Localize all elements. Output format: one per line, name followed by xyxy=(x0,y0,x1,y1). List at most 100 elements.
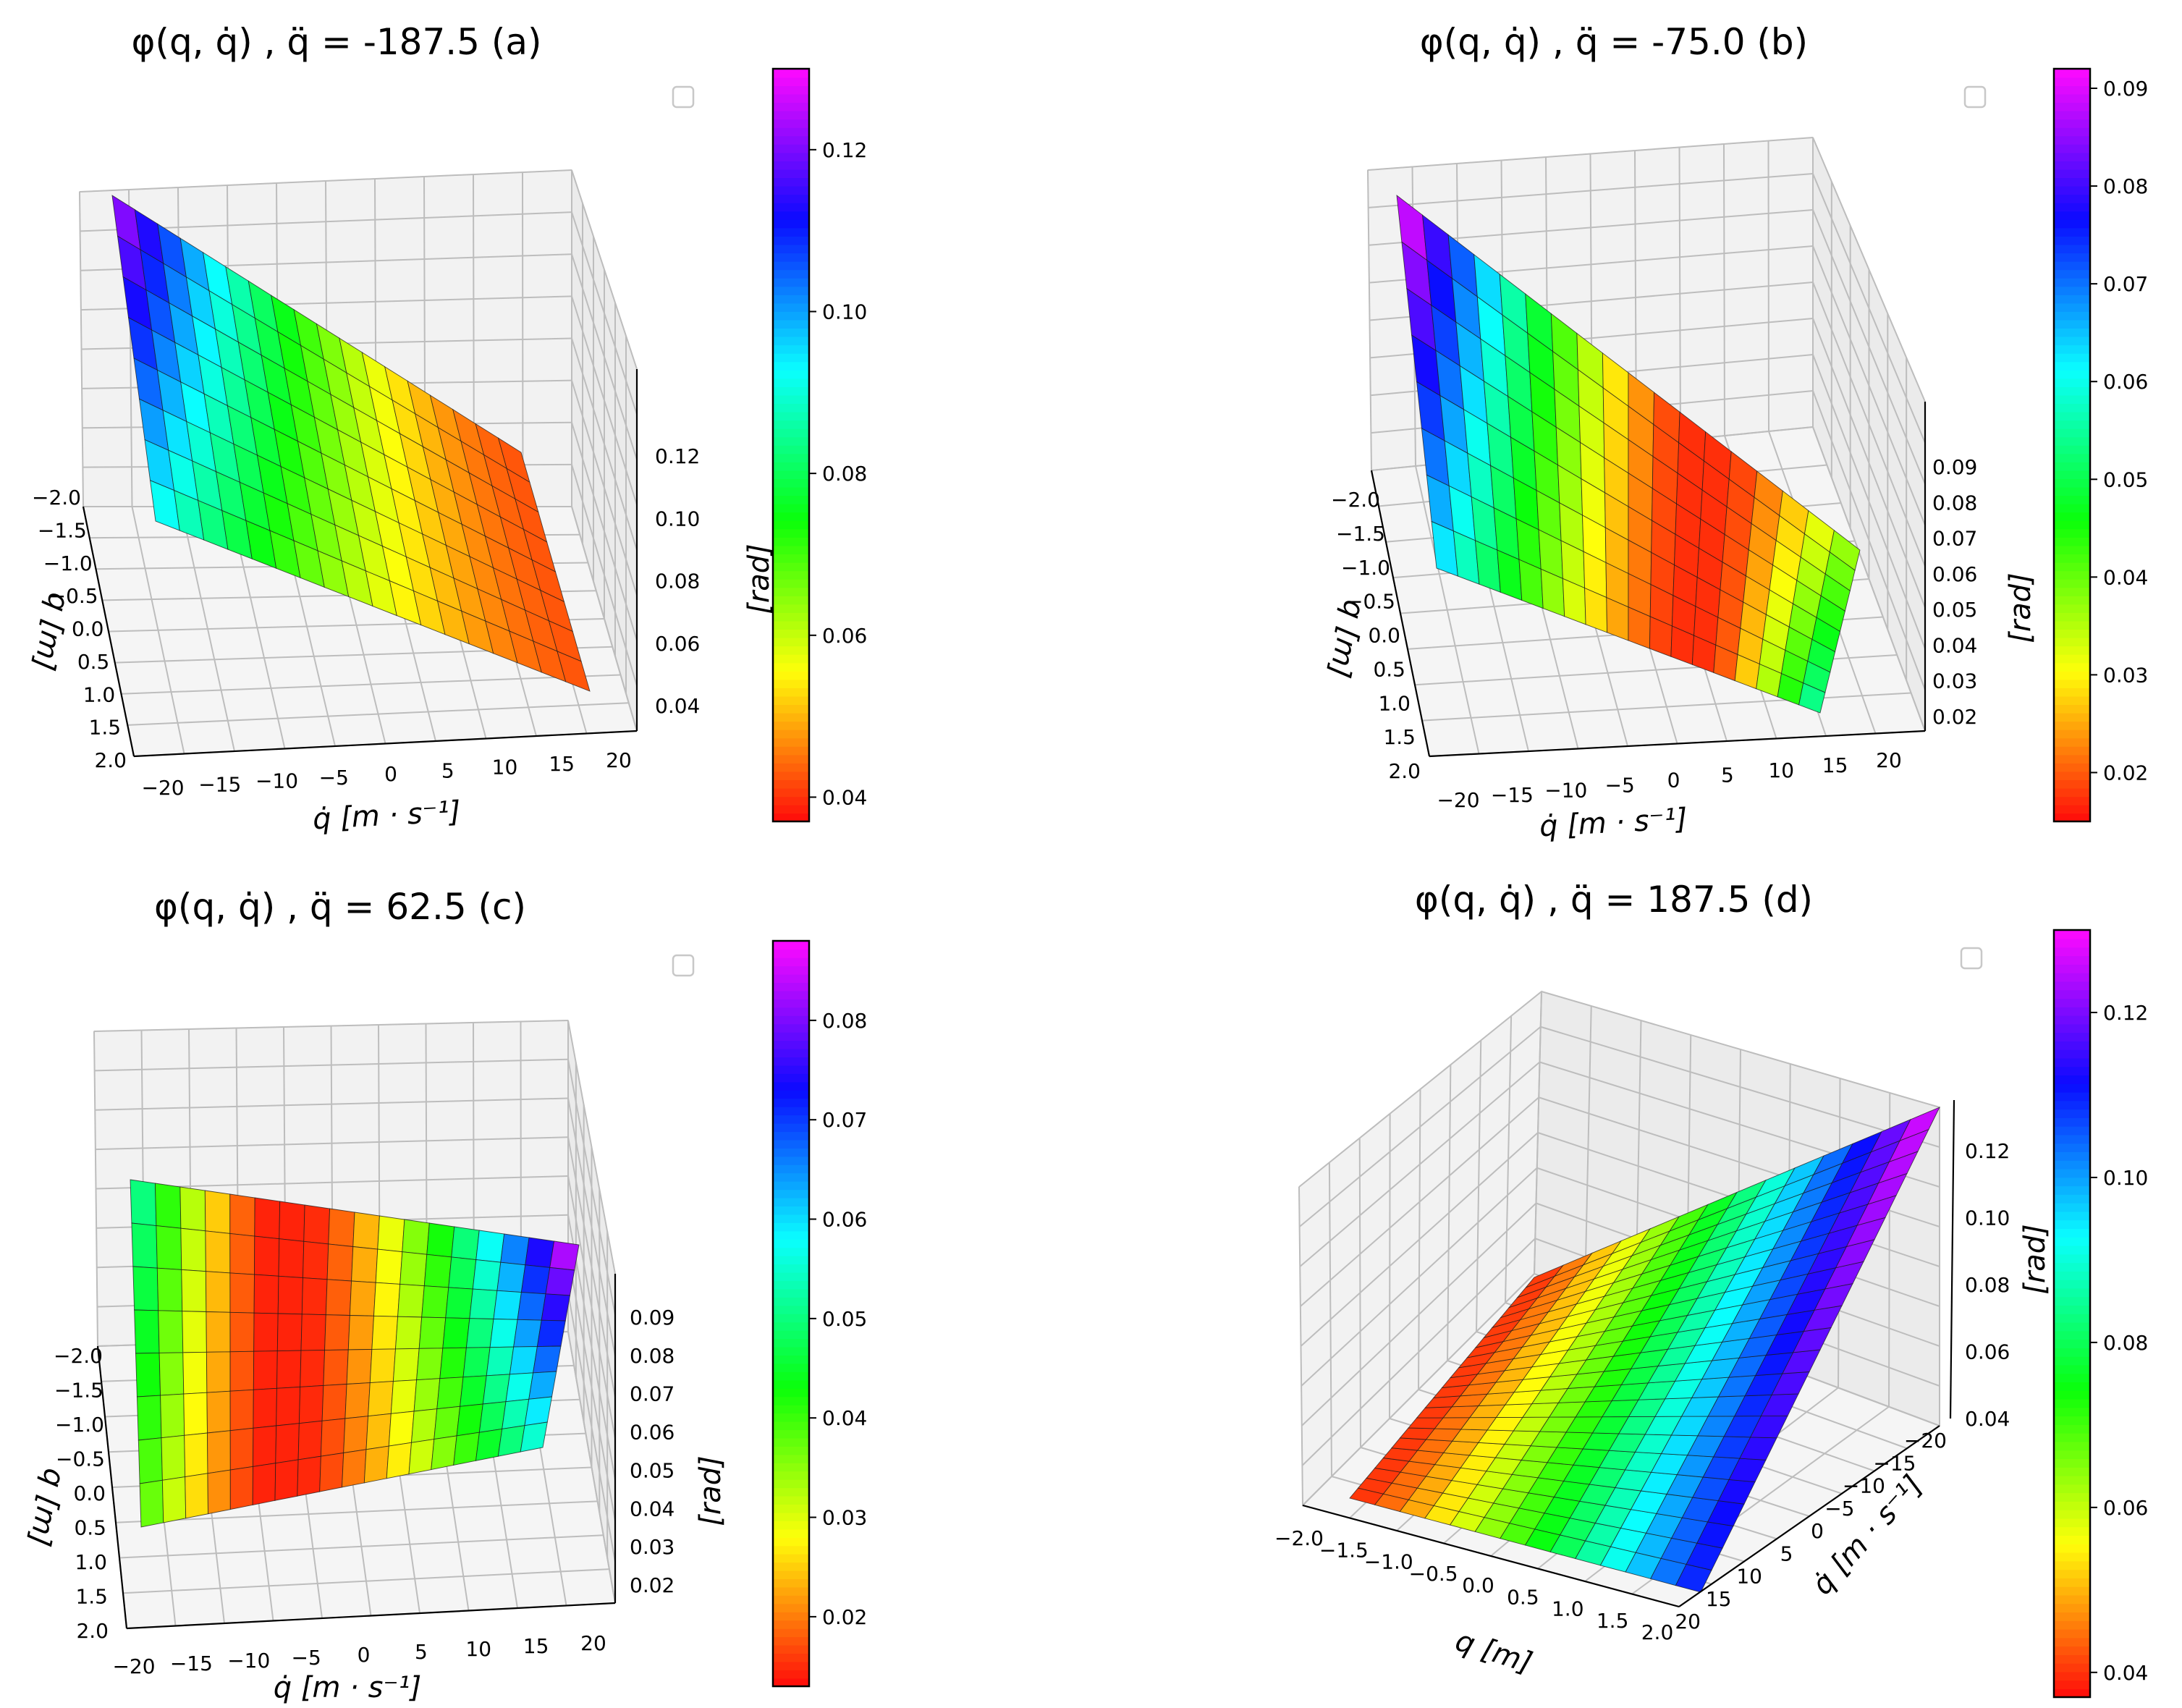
surface-patch xyxy=(423,1253,452,1288)
surface-patch xyxy=(411,1408,438,1443)
y-tick-label: 2.0 xyxy=(94,748,127,772)
colorbar-segment xyxy=(2054,1271,2090,1280)
colorbar-segment xyxy=(2054,403,2090,413)
colorbar-segment xyxy=(2054,1356,2090,1366)
surface-patch xyxy=(346,1348,373,1384)
colorbar-segment xyxy=(2054,537,2090,546)
colorbar-segment xyxy=(773,462,809,471)
x-axis-label: q [m] xyxy=(1451,1624,1536,1680)
colorbar-segment xyxy=(2054,1194,2090,1204)
colorbar-segment xyxy=(2054,1109,2090,1118)
surface-patch xyxy=(301,1277,328,1316)
colorbar-segment xyxy=(2054,286,2090,295)
x-tick-label: −20 xyxy=(1437,788,1479,812)
x-tick-label: 20 xyxy=(1876,748,1902,772)
surface-patch xyxy=(536,1319,566,1348)
surface-patch xyxy=(369,1348,396,1384)
colorbar-frame xyxy=(771,67,811,823)
colorbar-segment xyxy=(2054,779,2090,789)
colorbar-segment xyxy=(2054,1253,2090,1264)
z-tick-label: 0.06 xyxy=(1965,1340,2010,1364)
surface-patch xyxy=(276,1350,302,1389)
colorbar-segment xyxy=(773,1230,809,1240)
z-tick-label: 0.03 xyxy=(1932,669,1977,693)
surface-patch xyxy=(528,1371,557,1400)
z-tick-label: 0.09 xyxy=(1932,455,1977,479)
colorbar-segment xyxy=(773,754,809,764)
x-tick-label: 10 xyxy=(465,1637,491,1661)
y-tick-label: −2.0 xyxy=(54,1344,103,1368)
colorbar-segment xyxy=(773,1612,809,1621)
colorbar-segment xyxy=(2054,85,2090,95)
colorbar-segment xyxy=(773,478,809,488)
colorbar-segment xyxy=(2054,964,2090,973)
surface-patch xyxy=(541,1293,571,1322)
colorbar-segment xyxy=(773,286,809,295)
surface-patch xyxy=(549,1240,580,1271)
x-axis-label: q̇ [m · s⁻¹] xyxy=(274,1671,421,1704)
colorbar-segment xyxy=(773,771,809,781)
colorbar-segment xyxy=(773,253,809,262)
colorbar-segment xyxy=(2054,1467,2090,1476)
surface-patch xyxy=(277,1275,303,1315)
colorbar-segment xyxy=(773,1073,809,1083)
surface-patch xyxy=(276,1313,303,1352)
y-tick-label: −5 xyxy=(1824,1497,1854,1521)
colorbar-segment xyxy=(2054,646,2090,655)
colorbar-segment xyxy=(2054,1492,2090,1502)
colorbar-segment xyxy=(773,295,809,304)
y-tick-label: −2.0 xyxy=(32,486,81,510)
colorbar-segment xyxy=(2054,1237,2090,1246)
colorbar-segment xyxy=(773,1189,809,1198)
colorbar-segment xyxy=(773,152,809,161)
colorbar-tick-label: 0.06 xyxy=(822,624,867,648)
surface-patch xyxy=(274,1459,299,1501)
colorbar-segment xyxy=(2054,1416,2090,1425)
colorbar-segment xyxy=(2054,771,2090,781)
surface-patch xyxy=(207,1469,231,1515)
surface-patch xyxy=(436,1377,464,1410)
colorbar-segment xyxy=(773,336,809,346)
y-tick-label: 1.5 xyxy=(89,716,122,740)
colorbar-segment xyxy=(773,1239,809,1248)
colorbar-segment xyxy=(773,679,809,688)
colorbar-segment xyxy=(773,386,809,396)
x-tick-label: 15 xyxy=(549,752,575,776)
z-tick-label: 0.05 xyxy=(630,1458,675,1482)
colorbar-segment xyxy=(2054,763,2090,772)
colorbar-segment xyxy=(2054,152,2090,161)
colorbar-tick-label: 0.04 xyxy=(2103,565,2148,589)
surface-patch xyxy=(426,1222,455,1258)
colorbar-segment xyxy=(2054,436,2090,446)
colorbar-segment xyxy=(773,1495,809,1505)
z-tick-label: 0.10 xyxy=(1965,1206,2010,1230)
colorbar-tick-label: 0.05 xyxy=(2103,468,2148,491)
surface-patch xyxy=(408,1439,435,1475)
colorbar-segment xyxy=(773,378,809,387)
colorbar-segment xyxy=(773,1644,809,1654)
surface-patch xyxy=(253,1274,279,1314)
surface-patch xyxy=(298,1384,324,1424)
colorbar-segment xyxy=(2054,981,2090,991)
colorbar-segment xyxy=(773,1322,809,1331)
y-tick-label: 0.0 xyxy=(72,617,104,641)
colorbar-segment xyxy=(2054,1612,2090,1621)
y-tick-label: 0.5 xyxy=(74,1516,106,1540)
surface-patch xyxy=(158,1352,185,1396)
surface-patch xyxy=(160,1393,185,1439)
colorbar-segment xyxy=(773,704,809,714)
colorbar-segment xyxy=(773,319,809,329)
colorbar-segment xyxy=(773,1214,809,1223)
colorbar-segment xyxy=(2054,110,2090,120)
colorbar-tick-label: 0.08 xyxy=(822,462,867,486)
colorbar-segment xyxy=(773,999,809,1008)
colorbar-segment xyxy=(2054,1637,2090,1647)
colorbar-tick-label: 0.02 xyxy=(822,1605,867,1629)
colorbar-segment xyxy=(2054,1398,2090,1408)
colorbar-segment xyxy=(2054,1594,2090,1605)
y-axis-line xyxy=(1678,1425,1940,1607)
surface-patch xyxy=(482,1374,510,1405)
colorbar-segment xyxy=(2054,1168,2090,1178)
colorbar-segment xyxy=(773,77,809,86)
x-tick-label: 15 xyxy=(1822,753,1848,777)
